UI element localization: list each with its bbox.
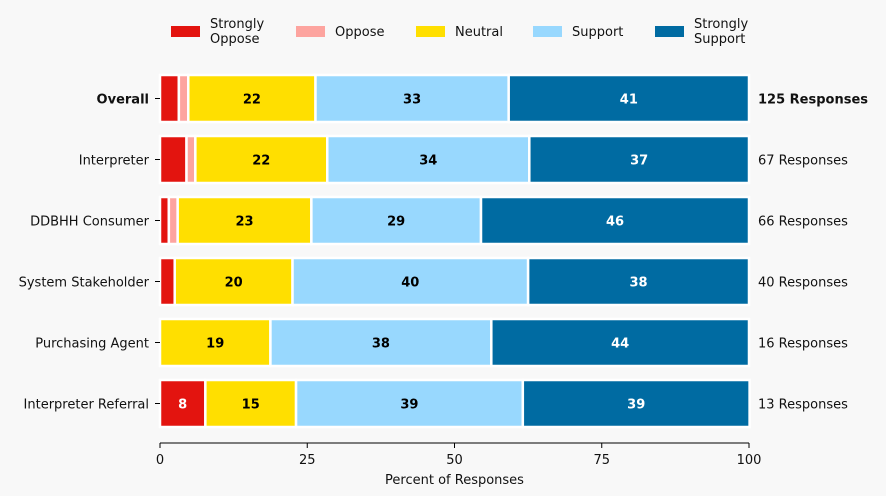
- x-tick-label: 25: [299, 453, 316, 468]
- bar-value-label: 15: [242, 398, 260, 413]
- bar-value-label: 8: [178, 398, 187, 413]
- legend-swatch: [416, 26, 445, 37]
- response-count-label: 16 Responses: [758, 337, 848, 352]
- bar-value-label: 22: [243, 93, 261, 108]
- bar-segment-neutral: [158, 317, 272, 368]
- bar-value-label: 23: [235, 215, 253, 230]
- legend-item-strongly-support: Strongly Support: [655, 17, 748, 47]
- bar-row: 20 40 38: [158, 256, 751, 307]
- bar-segment-strongly-support: [490, 317, 751, 368]
- bar-value-label: 46: [606, 215, 624, 230]
- bar-segment-support: [314, 73, 510, 124]
- bar-segment-strongly-oppose: [158, 134, 188, 185]
- bar-segment-neutral: [173, 256, 294, 307]
- bar-segment-strongly-support: [507, 73, 751, 124]
- y-axis-labels: Overall Interpreter DDBHH Consumer System S…: [19, 93, 160, 413]
- response-count-label: 125 Responses: [758, 93, 868, 108]
- response-count-label: 40 Responses: [758, 276, 848, 291]
- legend-swatch: [296, 26, 325, 37]
- bar-value-label: 41: [620, 93, 638, 108]
- response-count-label: 67 Responses: [758, 154, 848, 169]
- bar-value-label: 19: [206, 337, 224, 352]
- bar-segment-oppose: [167, 195, 179, 246]
- legend-swatch: [655, 26, 684, 37]
- bar-segment-oppose: [185, 134, 197, 185]
- response-count-label: 13 Responses: [758, 398, 848, 413]
- legend-item-support: Support: [533, 25, 623, 40]
- x-axis-label: Percent of Responses: [385, 473, 524, 488]
- legend-swatch: [171, 26, 200, 37]
- y-tick-label: System Stakeholder: [19, 276, 150, 291]
- bar-segment-neutral: [204, 378, 298, 429]
- x-tick-label: 75: [593, 453, 610, 468]
- y-tick-label: Interpreter: [79, 154, 150, 169]
- bar-segment-support: [310, 195, 483, 246]
- legend-item-strongly-oppose: Strongly Oppose: [171, 17, 264, 47]
- bars: 22 33 41 22 34 37 23 29 46 20 40 38 19 38 44 8 15 39 39: [158, 73, 751, 429]
- bar-segment-strongly-support: [526, 256, 751, 307]
- bar-segment-strongly-oppose: [158, 195, 171, 246]
- bar-value-label: 38: [630, 276, 648, 291]
- bar-segment-neutral: [187, 73, 317, 124]
- bar-value-label: 22: [252, 154, 270, 169]
- bar-segment-strongly-support: [479, 195, 751, 246]
- bar-segment-strongly-support: [521, 378, 751, 429]
- bar-row: 19 38 44: [158, 317, 751, 368]
- x-tick-label: 100: [737, 453, 762, 468]
- bar-segment-neutral: [176, 195, 313, 246]
- bar-segment-strongly-support: [528, 134, 751, 185]
- bar-value-label: 39: [400, 398, 418, 413]
- bar-value-label: 39: [627, 398, 645, 413]
- legend-item-neutral: Neutral: [416, 25, 503, 40]
- bar-segment-oppose: [177, 73, 190, 124]
- legend-label: Oppose: [335, 25, 384, 40]
- response-count-label: 66 Responses: [758, 215, 848, 230]
- legend-label: Neutral: [455, 25, 503, 40]
- x-tick-label: 50: [446, 453, 463, 468]
- bar-segment-strongly-oppose: [158, 73, 181, 124]
- bar-row: 22 34 37: [158, 134, 751, 185]
- x-axis: Percent of Responses 0 25 50 75 100: [156, 442, 762, 488]
- y-tick-label: DDBHH Consumer: [30, 215, 150, 230]
- y-tick-label: Interpreter Referral: [24, 398, 149, 413]
- bar-segment-strongly-oppose: [158, 256, 176, 307]
- legend-label: Strongly Oppose: [210, 17, 264, 47]
- legend-label: Strongly Support: [694, 17, 748, 47]
- y-tick-label: Purchasing Agent: [35, 337, 149, 352]
- bar-segment-support: [326, 134, 531, 185]
- bar-value-label: 38: [372, 337, 390, 352]
- bar-value-label: 29: [387, 215, 405, 230]
- x-tick-label: 0: [156, 453, 164, 468]
- bar-segment-support: [269, 317, 493, 368]
- legend-label: Support: [572, 25, 623, 40]
- bar-row: 23 29 46: [158, 195, 751, 246]
- bar-value-label: 40: [401, 276, 419, 291]
- legend: Strongly Oppose Oppose Neutral Support Strong…: [171, 17, 748, 47]
- legend-swatch: [533, 26, 562, 37]
- response-count-labels: 125 Responses 67 Responses 66 Responses 40 …: [758, 93, 868, 413]
- y-tick-label: Overall: [97, 93, 149, 108]
- bar-row: 22 33 41: [158, 73, 751, 124]
- bar-value-label: 33: [403, 93, 421, 108]
- bar-row: 8 15 39 39: [158, 378, 751, 429]
- legend-item-oppose: Oppose: [296, 25, 384, 40]
- bar-value-label: 44: [611, 337, 629, 352]
- bar-value-label: 20: [225, 276, 243, 291]
- bar-value-label: 37: [630, 154, 648, 169]
- bar-value-label: 34: [419, 154, 437, 169]
